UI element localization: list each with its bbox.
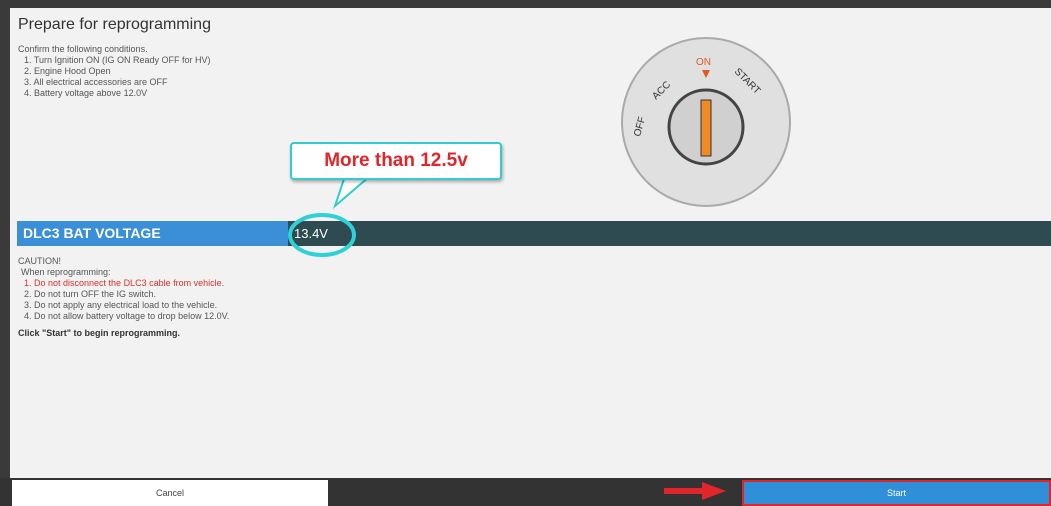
tail — [335, 176, 370, 206]
voltage-label: DLC3 BAT VOLTAGE — [17, 221, 288, 246]
item: 1. Do not disconnect the DLC3 cable from… — [18, 278, 229, 289]
item: 3. All electrical accessories are OFF — [18, 77, 211, 88]
key-slot — [701, 100, 711, 156]
screen: Prepare for reprogramming Confirm the fo… — [0, 0, 1051, 506]
ring — [290, 215, 354, 255]
title: Prepare for reprogramming — [18, 16, 211, 34]
arrow-shaft — [664, 488, 704, 494]
start-button[interactable]: Start — [742, 480, 1051, 506]
instruction: Click "Start" to begin reprogramming. — [18, 328, 229, 339]
item: 2. Engine Hood Open — [18, 66, 211, 77]
conditions: Confirm the following conditions. 1. Tur… — [18, 44, 211, 99]
highlight-circle — [286, 210, 358, 260]
caution-intro: When reprogramming: — [18, 267, 229, 278]
caution-title: CAUTION! — [18, 256, 229, 267]
arrow-head — [702, 482, 726, 500]
cancel-button[interactable]: Cancel — [12, 480, 328, 506]
caution: CAUTION! When reprogramming: 1. Do not d… — [18, 256, 229, 339]
item: 2. Do not turn OFF the IG switch. — [18, 289, 229, 300]
item: 1. Turn Ignition ON (IG ON Ready OFF for… — [18, 55, 211, 66]
callout: More than 12.5v — [290, 142, 502, 180]
ignition-key: OFF ACC ON START — [616, 32, 796, 212]
arrow — [664, 482, 726, 500]
item: 4. Do not allow battery voltage to drop … — [18, 311, 229, 322]
item: 4. Battery voltage above 12.0V — [18, 88, 211, 99]
on-label: ON — [696, 57, 711, 68]
item: 3. Do not apply any electrical load to t… — [18, 300, 229, 311]
intro: Confirm the following conditions. — [18, 44, 211, 55]
